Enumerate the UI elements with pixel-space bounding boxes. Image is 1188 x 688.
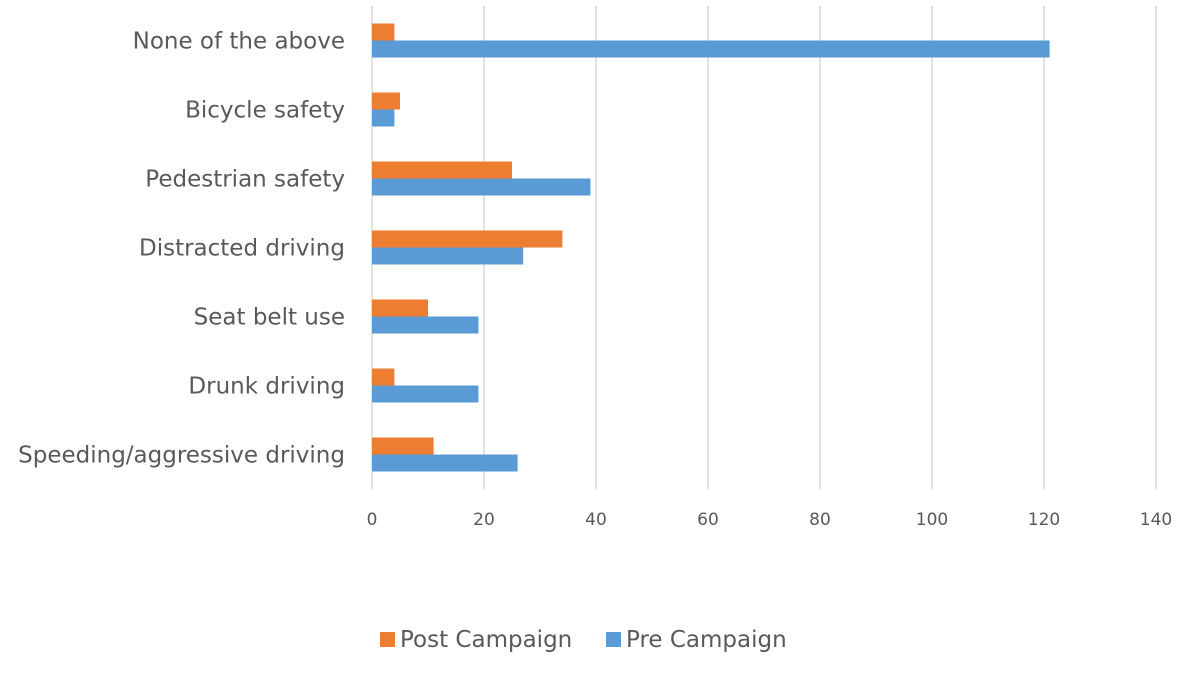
category-label: Distracted driving xyxy=(139,236,345,262)
post-campaign-legend-swatch xyxy=(380,632,395,647)
bar-post-campaign xyxy=(372,299,428,317)
category-labels: None of the above Bicycle safety Pedestria… xyxy=(18,29,345,469)
category-label: Drunk driving xyxy=(188,374,345,400)
bar-pre-campaign xyxy=(372,316,479,334)
category-label: Speeding/aggressive driving xyxy=(18,443,345,469)
bar-pre-campaign xyxy=(372,178,591,196)
bar-post-campaign xyxy=(372,92,400,110)
x-tick-label: 140 xyxy=(1140,510,1172,530)
x-tick-label: 80 xyxy=(809,510,831,530)
pre-campaign-legend-swatch xyxy=(606,632,621,647)
x-tick-label: 60 xyxy=(697,510,719,530)
bar-post-campaign xyxy=(372,161,512,179)
x-tick-label: 20 xyxy=(473,510,495,530)
category-label: Pedestrian safety xyxy=(145,167,345,193)
category-label: None of the above xyxy=(133,29,345,55)
x-tick-label: 0 xyxy=(367,510,378,530)
gridlines xyxy=(371,6,1157,489)
bar-post-campaign xyxy=(372,437,434,455)
category-label: Seat belt use xyxy=(194,305,345,331)
legend: Post Campaign Pre Campaign xyxy=(380,627,787,653)
bar-pre-campaign xyxy=(372,247,524,265)
x-tick-label: 120 xyxy=(1028,510,1060,530)
bar-post-campaign xyxy=(372,368,395,386)
bar-post-campaign xyxy=(372,23,395,41)
x-axis-ticks: 0 20 40 60 80 100 120 140 xyxy=(367,510,1173,530)
x-tick-label: 40 xyxy=(585,510,607,530)
bars xyxy=(372,23,1050,472)
bar-pre-campaign xyxy=(372,109,395,127)
post-campaign-legend-label: Post Campaign xyxy=(400,627,572,653)
bar-post-campaign xyxy=(372,230,563,248)
x-tick-label: 100 xyxy=(916,510,948,530)
bar-pre-campaign xyxy=(372,40,1050,58)
bar-pre-campaign xyxy=(372,385,479,403)
pre-campaign-legend-label: Pre Campaign xyxy=(626,627,787,653)
category-label: Bicycle safety xyxy=(185,98,345,124)
bar-pre-campaign xyxy=(372,454,518,472)
